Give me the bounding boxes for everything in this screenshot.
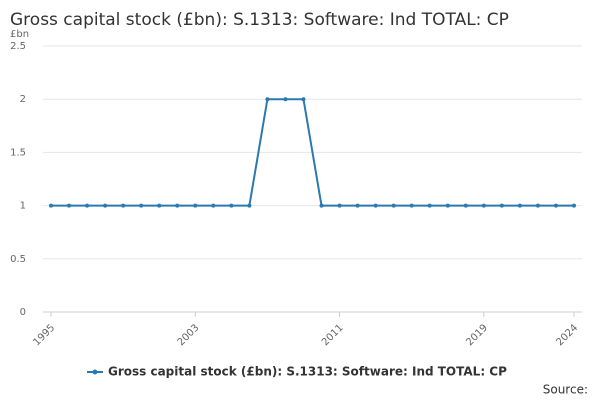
legend-label: Gross capital stock (£bn): S.1313: Softw… xyxy=(108,365,507,379)
data-point xyxy=(445,203,450,208)
data-point xyxy=(499,203,504,208)
x-tick-label: 2024 xyxy=(554,322,580,348)
y-tick-label: 2.5 xyxy=(10,41,26,52)
data-point xyxy=(85,203,90,208)
data-point xyxy=(463,203,468,208)
y-tick-label: 0.5 xyxy=(10,254,26,265)
y-tick-label: 1.5 xyxy=(10,147,26,158)
data-line xyxy=(51,98,574,207)
x-tick-label: 2011 xyxy=(320,322,346,348)
data-point xyxy=(535,203,540,208)
data-point xyxy=(193,203,198,208)
data-point xyxy=(391,203,396,208)
data-point xyxy=(211,203,216,208)
x-tick-label: 2019 xyxy=(464,322,490,348)
data-point xyxy=(265,97,270,102)
data-point xyxy=(355,203,360,208)
data-point xyxy=(247,203,252,208)
y-tick-label: 2 xyxy=(20,94,26,105)
data-point xyxy=(517,203,522,208)
data-point xyxy=(301,97,306,102)
y-axis-label: £bn xyxy=(10,29,29,40)
data-point xyxy=(409,203,414,208)
data-point xyxy=(553,203,558,208)
data-point xyxy=(319,203,324,208)
data-point xyxy=(49,203,53,208)
data-point xyxy=(103,203,108,208)
x-tick-label: 1995 xyxy=(31,322,57,348)
data-point xyxy=(139,203,144,208)
data-point xyxy=(121,203,126,208)
x-tick-label: 2003 xyxy=(176,322,202,348)
data-point xyxy=(337,203,342,208)
data-point xyxy=(157,203,162,208)
data-point xyxy=(229,203,234,208)
y-tick-label: 1 xyxy=(20,201,26,212)
data-point xyxy=(427,203,432,208)
legend-marker xyxy=(92,369,98,375)
chart-title: Gross capital stock (£bn): S.1313: Softw… xyxy=(10,10,509,30)
data-point xyxy=(572,203,576,208)
data-point xyxy=(481,203,486,208)
data-point xyxy=(373,203,378,208)
data-point xyxy=(175,203,180,208)
source: Source: xyxy=(543,383,588,397)
y-tick-label: 0 xyxy=(20,307,26,318)
data-point xyxy=(283,97,288,102)
data-point xyxy=(67,203,72,208)
